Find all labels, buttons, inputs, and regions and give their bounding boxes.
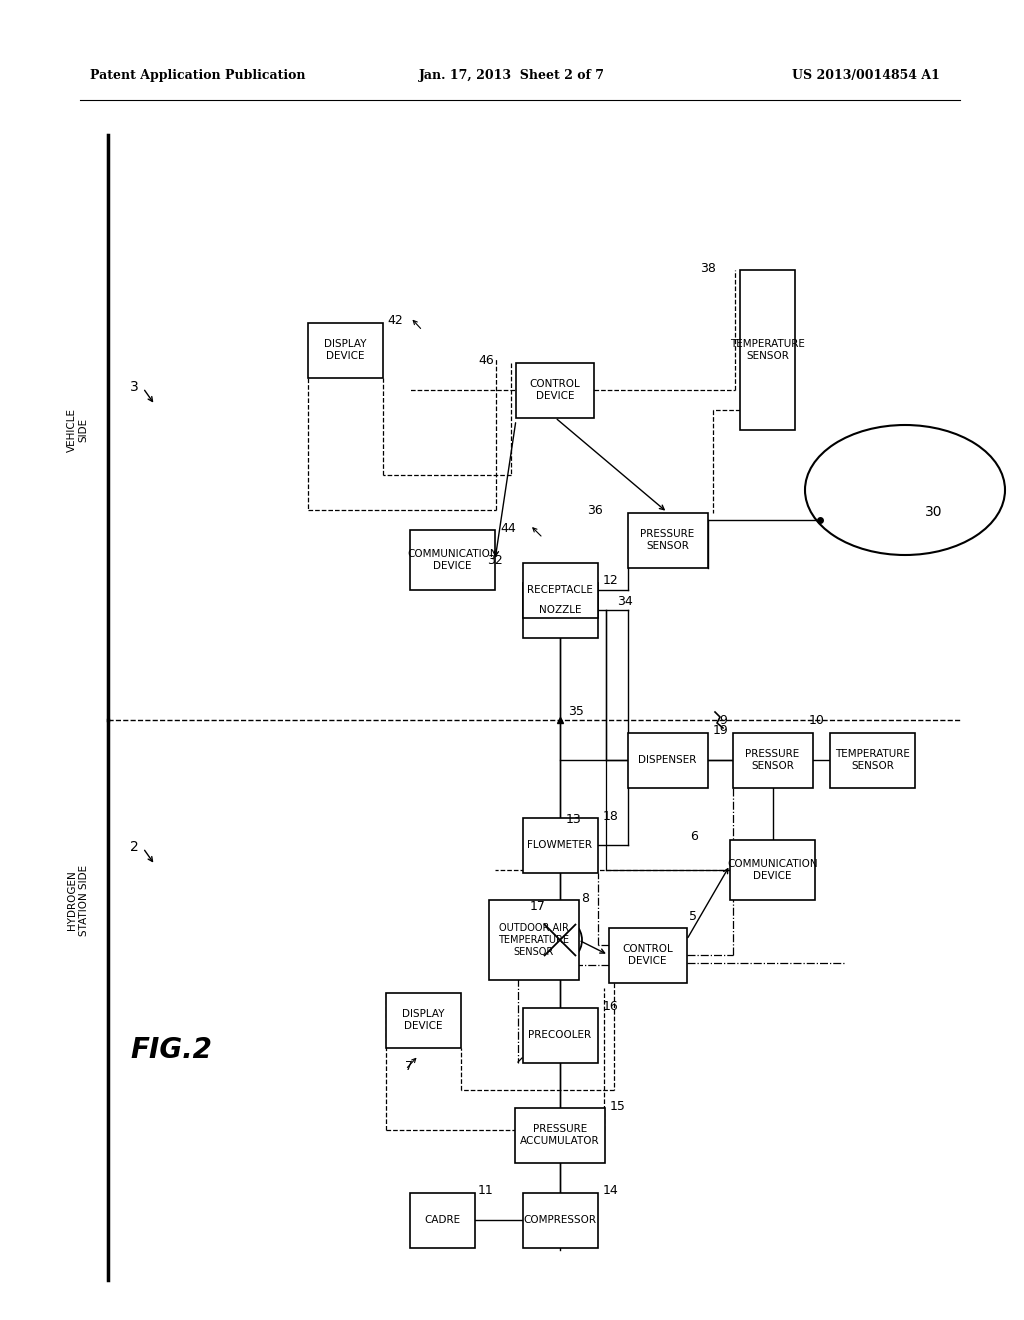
Bar [488, 900, 579, 979]
Text: 34: 34 [617, 595, 633, 609]
Text: FIG.2: FIG.2 [130, 1036, 212, 1064]
Bar [307, 322, 383, 378]
Text: 13: 13 [566, 813, 582, 826]
Text: DISPENSER: DISPENSER [638, 755, 696, 766]
Text: HYDROGEN
STATION SIDE: HYDROGEN STATION SIDE [68, 865, 89, 936]
Text: 38: 38 [700, 261, 716, 275]
Text: FLOWMETER: FLOWMETER [527, 840, 593, 850]
Text: 6: 6 [690, 830, 698, 843]
Text: 42: 42 [387, 314, 403, 327]
Text: PRESSURE
SENSOR: PRESSURE SENSOR [640, 529, 694, 550]
Text: 10: 10 [809, 714, 825, 727]
Bar [516, 363, 594, 417]
Text: 17: 17 [530, 900, 546, 913]
Text: 7: 7 [406, 1060, 414, 1072]
Bar [410, 531, 495, 590]
Bar [628, 512, 708, 568]
Text: CONTROL
DEVICE: CONTROL DEVICE [623, 944, 673, 966]
Text: CONTROL
DEVICE: CONTROL DEVICE [529, 379, 581, 401]
Text: TEMPERATURE
SENSOR: TEMPERATURE SENSOR [835, 750, 910, 771]
Text: COMMUNICATION
DEVICE: COMMUNICATION DEVICE [408, 549, 498, 570]
Bar [522, 817, 597, 873]
Text: PRECOOLER: PRECOOLER [528, 1030, 592, 1040]
Text: Patent Application Publication: Patent Application Publication [90, 69, 305, 82]
Text: 30: 30 [925, 506, 942, 519]
Bar [628, 733, 708, 788]
Text: 18: 18 [602, 809, 618, 822]
Text: 8: 8 [582, 892, 590, 906]
Ellipse shape [805, 425, 1005, 554]
Bar [830, 733, 915, 788]
Text: 14: 14 [602, 1184, 618, 1197]
Text: Jan. 17, 2013  Sheet 2 of 7: Jan. 17, 2013 Sheet 2 of 7 [419, 69, 605, 82]
Text: 5: 5 [689, 909, 697, 923]
Text: 19: 19 [713, 725, 728, 738]
Text: US 2013/0014854 A1: US 2013/0014854 A1 [793, 69, 940, 82]
Text: DISPLAY
DEVICE: DISPLAY DEVICE [402, 1010, 444, 1031]
Text: 12: 12 [602, 574, 618, 587]
Text: 36: 36 [588, 504, 603, 517]
Bar [522, 1192, 597, 1247]
Text: COMPRESSOR: COMPRESSOR [523, 1214, 597, 1225]
Text: VEHICLE
SIDE: VEHICLE SIDE [68, 408, 89, 451]
Bar [386, 993, 461, 1048]
Bar [522, 582, 597, 638]
Text: 16: 16 [602, 999, 618, 1012]
Bar [410, 1192, 475, 1247]
Bar [740, 271, 795, 430]
Text: 32: 32 [487, 554, 503, 568]
Text: 35: 35 [568, 705, 584, 718]
Text: PRESSURE
SENSOR: PRESSURE SENSOR [745, 750, 800, 771]
Text: 15: 15 [610, 1100, 626, 1113]
Bar [730, 840, 815, 900]
Bar [608, 928, 686, 982]
Text: RECEPTACLE: RECEPTACLE [527, 585, 593, 595]
Text: CADRE: CADRE [424, 1214, 461, 1225]
Text: 46: 46 [478, 355, 494, 367]
Bar [732, 733, 812, 788]
Text: PRESSURE
ACCUMULATOR: PRESSURE ACCUMULATOR [520, 1125, 600, 1146]
Text: 44: 44 [500, 521, 516, 535]
Text: NOZZLE: NOZZLE [539, 605, 582, 615]
Text: OUTDOOR AIR
TEMPERATURE
SENSOR: OUTDOOR AIR TEMPERATURE SENSOR [498, 924, 569, 957]
Bar [515, 1107, 605, 1163]
Text: 9: 9 [720, 714, 727, 727]
Text: DISPLAY
DEVICE: DISPLAY DEVICE [324, 339, 367, 360]
Bar [522, 1007, 597, 1063]
Text: TEMPERATURE
SENSOR: TEMPERATURE SENSOR [730, 339, 805, 360]
Text: 2: 2 [130, 840, 138, 854]
Bar [522, 562, 597, 618]
Text: COMMUNICATION
DEVICE: COMMUNICATION DEVICE [727, 859, 818, 880]
Text: 3: 3 [130, 380, 138, 393]
Text: 11: 11 [478, 1184, 494, 1197]
